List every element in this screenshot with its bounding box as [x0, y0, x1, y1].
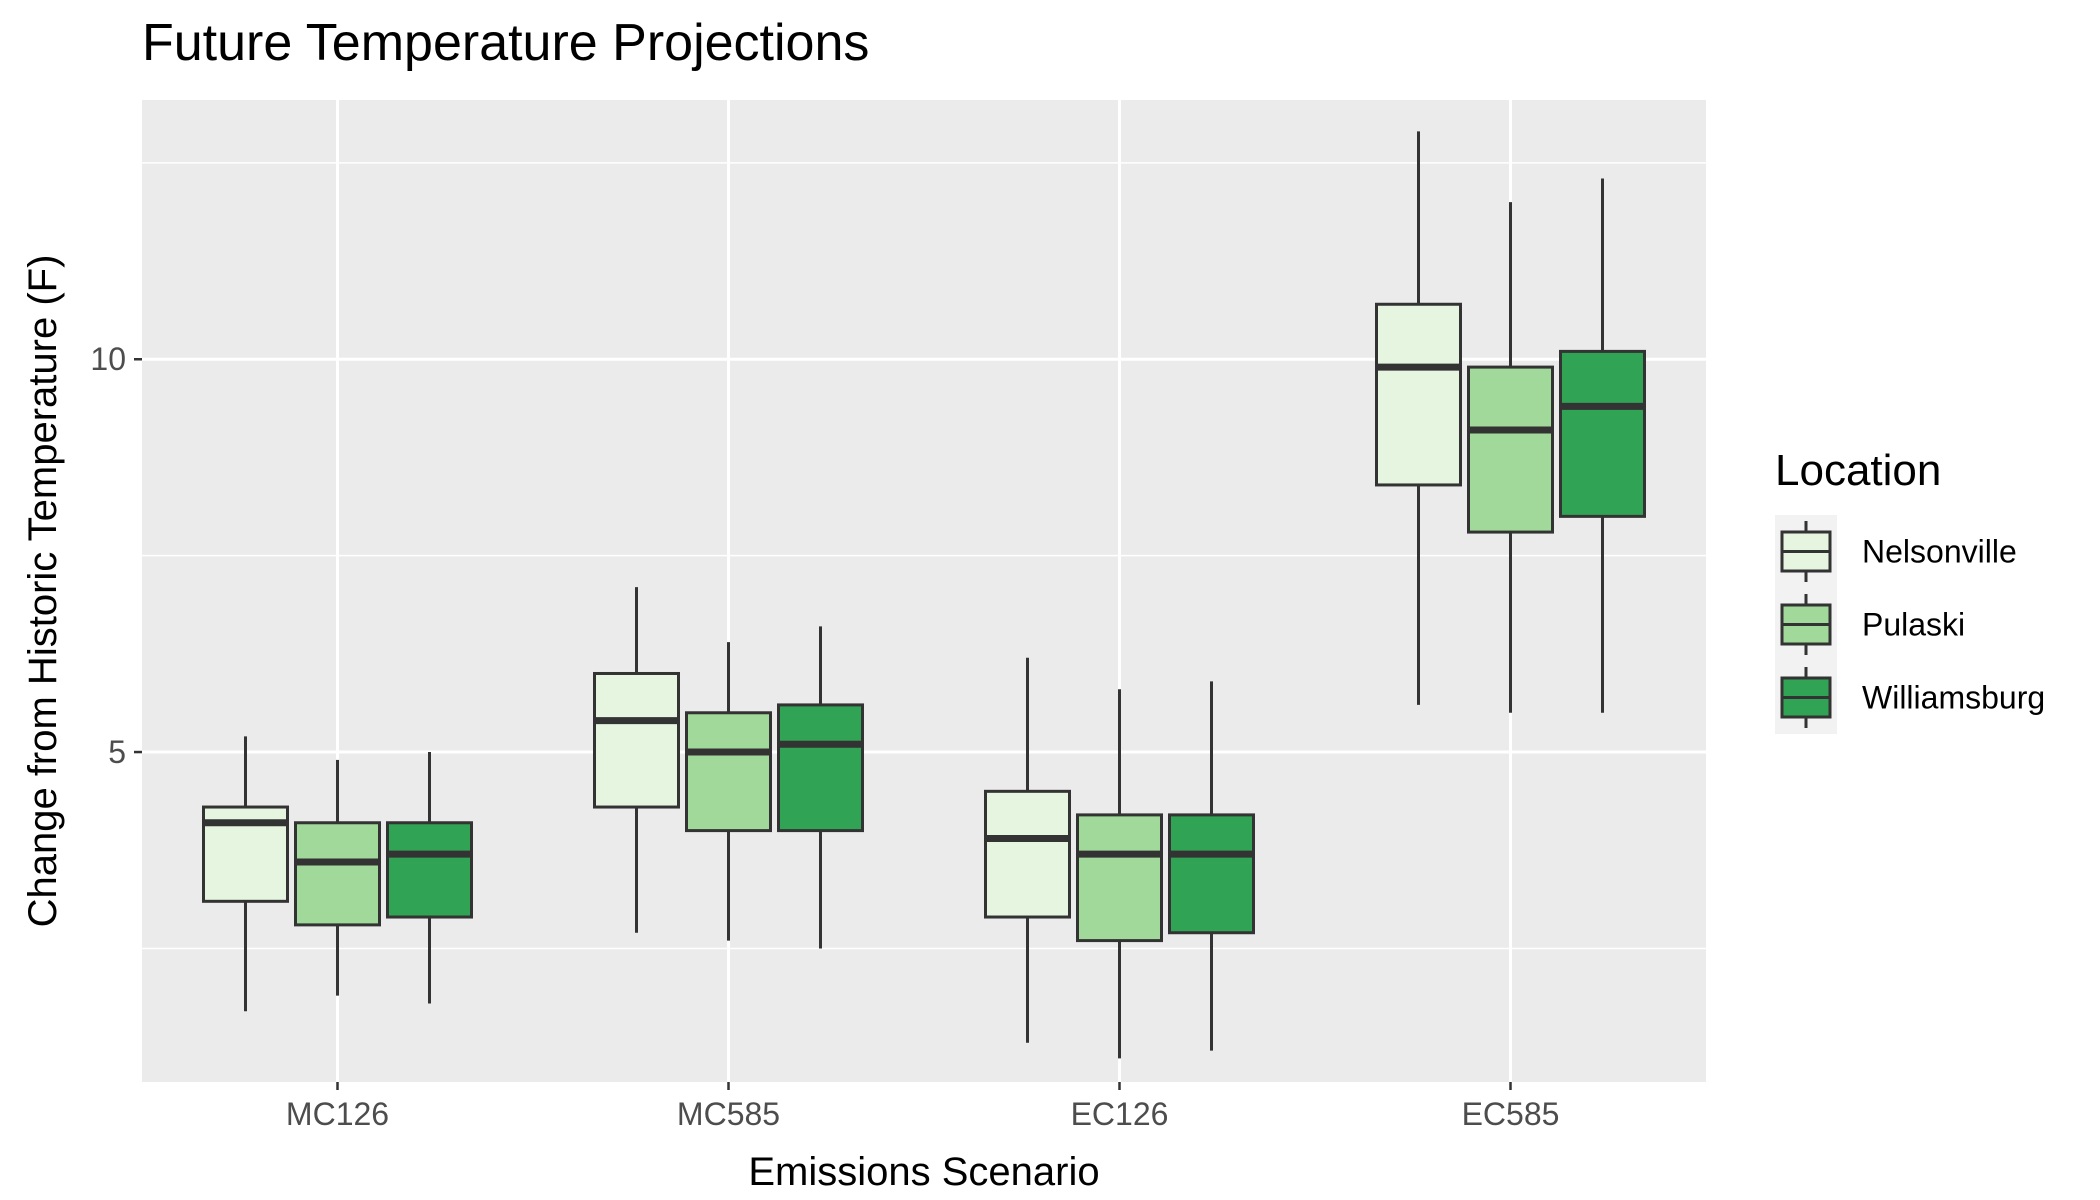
- box-nelsonville: [984, 657, 1071, 1043]
- box-iqr: [593, 671, 680, 809]
- box-williamsburg: [1559, 178, 1646, 713]
- plot-panel: [142, 100, 1706, 1082]
- chart-title: Future Temperature Projections: [142, 14, 869, 72]
- y-axis-title: Change from Historic Temperature (F): [21, 255, 65, 928]
- box-iqr: [1559, 349, 1646, 518]
- box-iqr: [1168, 813, 1255, 935]
- y-tick-label: 5: [108, 734, 126, 770]
- box-williamsburg: [386, 752, 473, 1004]
- legend-label: Williamsburg: [1862, 680, 2045, 716]
- box-williamsburg: [777, 626, 864, 949]
- x-axis-ticks: MC126 MC585 EC126 EC585: [286, 1082, 1560, 1132]
- box-pulaski: [1076, 689, 1163, 1059]
- legend-item-nelsonville: Nelsonville: [1780, 521, 2017, 582]
- box-pulaski: [1467, 202, 1554, 713]
- x-tick-label: MC585: [677, 1096, 780, 1132]
- box-iqr: [1375, 302, 1462, 487]
- legend: Location Nelsonville Pulaski Williamsburg: [1775, 446, 2045, 734]
- box-iqr: [1076, 813, 1163, 943]
- box-iqr: [984, 789, 1071, 919]
- box-nelsonville: [202, 736, 289, 1012]
- box-nelsonville: [593, 587, 680, 933]
- box-group-EC585: [1375, 131, 1646, 713]
- legend-label: Nelsonville: [1862, 534, 2017, 570]
- x-tick-label: EC585: [1462, 1096, 1560, 1132]
- box-iqr: [386, 821, 473, 919]
- legend-item-williamsburg: Williamsburg: [1780, 667, 2045, 728]
- box-iqr: [777, 703, 864, 833]
- box-group-EC126: [984, 657, 1255, 1059]
- legend-label: Pulaski: [1862, 607, 1965, 643]
- y-axis-ticks: 5 10: [90, 341, 142, 770]
- box-iqr: [685, 711, 772, 833]
- box-pulaski: [685, 642, 772, 941]
- box-group-MC126: [202, 736, 473, 1012]
- box-group-MC585: [593, 587, 864, 949]
- box-pulaski: [294, 759, 381, 996]
- legend-item-pulaski: Pulaski: [1780, 594, 1965, 655]
- box-williamsburg: [1168, 681, 1255, 1051]
- x-tick-label: EC126: [1071, 1096, 1169, 1132]
- legend-title: Location: [1775, 446, 1941, 495]
- box-iqr: [294, 821, 381, 927]
- box-nelsonville: [1375, 131, 1462, 705]
- box-groups: [202, 131, 1646, 1059]
- box-iqr: [1467, 365, 1554, 534]
- x-axis-title: Emissions Scenario: [748, 1150, 1099, 1194]
- y-tick-label: 10: [90, 341, 126, 377]
- x-tick-label: MC126: [286, 1096, 389, 1132]
